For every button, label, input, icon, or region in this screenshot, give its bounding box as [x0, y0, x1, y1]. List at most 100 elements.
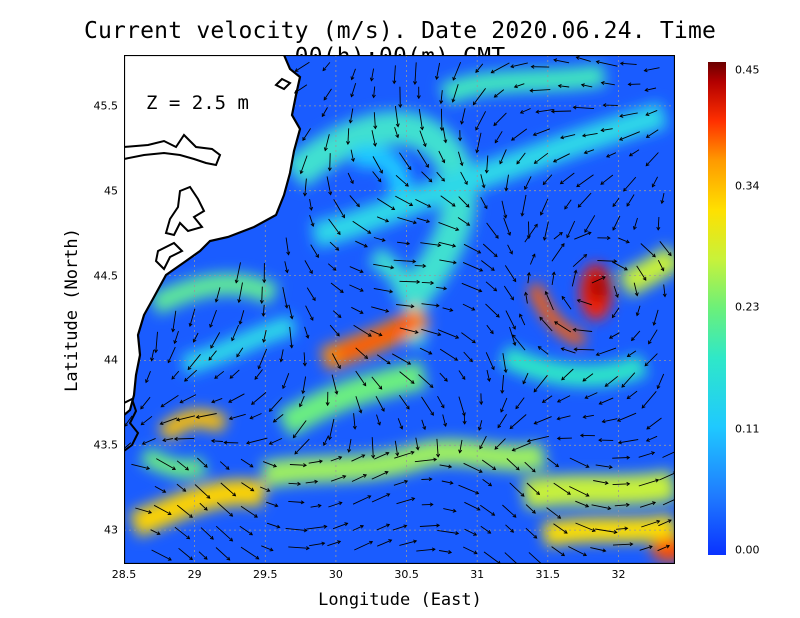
- velocity-arrow-head: [302, 136, 306, 141]
- velocity-arrow-head: [627, 82, 632, 87]
- velocity-arrow-head: [561, 552, 566, 557]
- velocity-arrow-head: [361, 454, 366, 458]
- velocity-arrow: [601, 82, 615, 86]
- velocity-arrow-head: [449, 480, 454, 485]
- velocity-arrow-head: [443, 422, 448, 427]
- velocity-arrow: [658, 519, 672, 527]
- velocity-arrow-head: [511, 447, 516, 452]
- velocity-arrow: [657, 373, 665, 389]
- velocity-arrow: [263, 330, 267, 343]
- velocity-arrow: [646, 129, 659, 138]
- velocity-arrow-head: [359, 524, 365, 529]
- velocity-arrow: [198, 551, 208, 560]
- velocity-arrow: [269, 397, 283, 412]
- velocity-arrow: [282, 287, 288, 308]
- velocity-arrow: [463, 243, 481, 254]
- velocity-arrow: [370, 329, 382, 336]
- velocity-arrow-head: [648, 340, 652, 345]
- velocity-arrow: [351, 474, 367, 482]
- velocity-arrow: [302, 128, 311, 141]
- velocity-arrow-head: [327, 436, 332, 441]
- velocity-arrow-head: [531, 253, 536, 258]
- velocity-arrow-head: [484, 169, 489, 174]
- x-tick-label: 31: [470, 568, 485, 581]
- velocity-arrow: [282, 373, 290, 389]
- velocity-arrow: [591, 276, 606, 284]
- velocity-arrow: [349, 266, 364, 273]
- velocity-arrow-head: [583, 150, 588, 155]
- velocity-arrow-head: [536, 491, 541, 495]
- y-axis-label: Latitude (North): [62, 228, 82, 392]
- velocity-arrow: [536, 108, 554, 113]
- velocity-arrow-head: [493, 287, 498, 292]
- velocity-arrow: [176, 460, 189, 471]
- velocity-arrow-head: [384, 471, 389, 475]
- velocity-arrow: [373, 288, 393, 293]
- velocity-arrow: [199, 502, 208, 511]
- velocity-arrow: [394, 127, 399, 138]
- velocity-arrow: [507, 244, 513, 255]
- velocity-arrow: [131, 463, 150, 470]
- velocity-arrow-head: [512, 341, 517, 347]
- velocity-arrow: [347, 128, 350, 145]
- velocity-arrow-head: [279, 358, 284, 363]
- velocity-arrow: [421, 419, 426, 430]
- velocity-arrow-head: [451, 202, 456, 207]
- velocity-arrow-head: [613, 259, 618, 264]
- velocity-arrow-head: [561, 376, 565, 381]
- velocity-arrow-head: [600, 181, 605, 185]
- velocity-arrow: [526, 482, 540, 495]
- velocity-arrow-head: [378, 332, 383, 337]
- velocity-arrow-head: [405, 405, 410, 410]
- velocity-arrow-head: [495, 234, 499, 239]
- velocity-arrow: [377, 539, 392, 547]
- velocity-arrow-head: [533, 534, 538, 539]
- velocity-arrow-head: [422, 143, 427, 148]
- velocity-arrow-head: [557, 515, 562, 519]
- velocity-arrow-head: [512, 278, 517, 283]
- velocity-arrow-head: [500, 389, 505, 394]
- velocity-arrow: [574, 348, 595, 351]
- velocity-arrow-head: [309, 316, 314, 321]
- velocity-arrow-head: [466, 222, 471, 226]
- velocity-arrow: [542, 395, 553, 403]
- velocity-arrow-head: [302, 463, 307, 468]
- velocity-arrow-head: [289, 344, 294, 349]
- velocity-arrow-head: [185, 466, 189, 471]
- velocity-arrow-head: [513, 84, 518, 89]
- velocity-arrow: [209, 309, 217, 328]
- velocity-arrow-head: [452, 76, 457, 81]
- velocity-arrow-head: [509, 425, 514, 430]
- velocity-arrow-head: [282, 385, 286, 390]
- x-tick-label: 31.5: [535, 568, 561, 581]
- velocity-arrow: [502, 504, 517, 518]
- velocity-arrow-head: [625, 239, 630, 244]
- velocity-arrow-head: [532, 509, 536, 514]
- x-tick-label: 30: [328, 568, 343, 581]
- velocity-arrow: [124, 415, 133, 427]
- velocity-arrow: [521, 194, 527, 216]
- velocity-arrow-head: [473, 550, 478, 555]
- velocity-arrow: [238, 282, 243, 303]
- velocity-arrow-head: [203, 506, 208, 511]
- velocity-arrow-head: [153, 349, 158, 354]
- velocity-arrow: [350, 82, 357, 97]
- velocity-arrow: [349, 108, 354, 123]
- velocity-arrow: [652, 176, 658, 188]
- velocity-arrow: [506, 458, 520, 471]
- velocity-arrow-head: [490, 69, 495, 74]
- velocity-arrow: [618, 439, 639, 444]
- velocity-arrow: [210, 332, 221, 349]
- velocity-arrow: [581, 84, 593, 88]
- velocity-arrow: [353, 413, 356, 429]
- y-tick-label: 43: [104, 523, 118, 537]
- velocity-arrow-head: [348, 119, 353, 124]
- velocity-arrow: [501, 375, 505, 394]
- velocity-arrow: [395, 174, 409, 187]
- velocity-arrow-head: [556, 436, 561, 441]
- velocity-arrow-head: [612, 226, 617, 231]
- velocity-arrow-head: [229, 537, 234, 542]
- velocity-arrow: [551, 546, 565, 556]
- velocity-arrow: [211, 397, 223, 403]
- velocity-arrow: [414, 265, 426, 267]
